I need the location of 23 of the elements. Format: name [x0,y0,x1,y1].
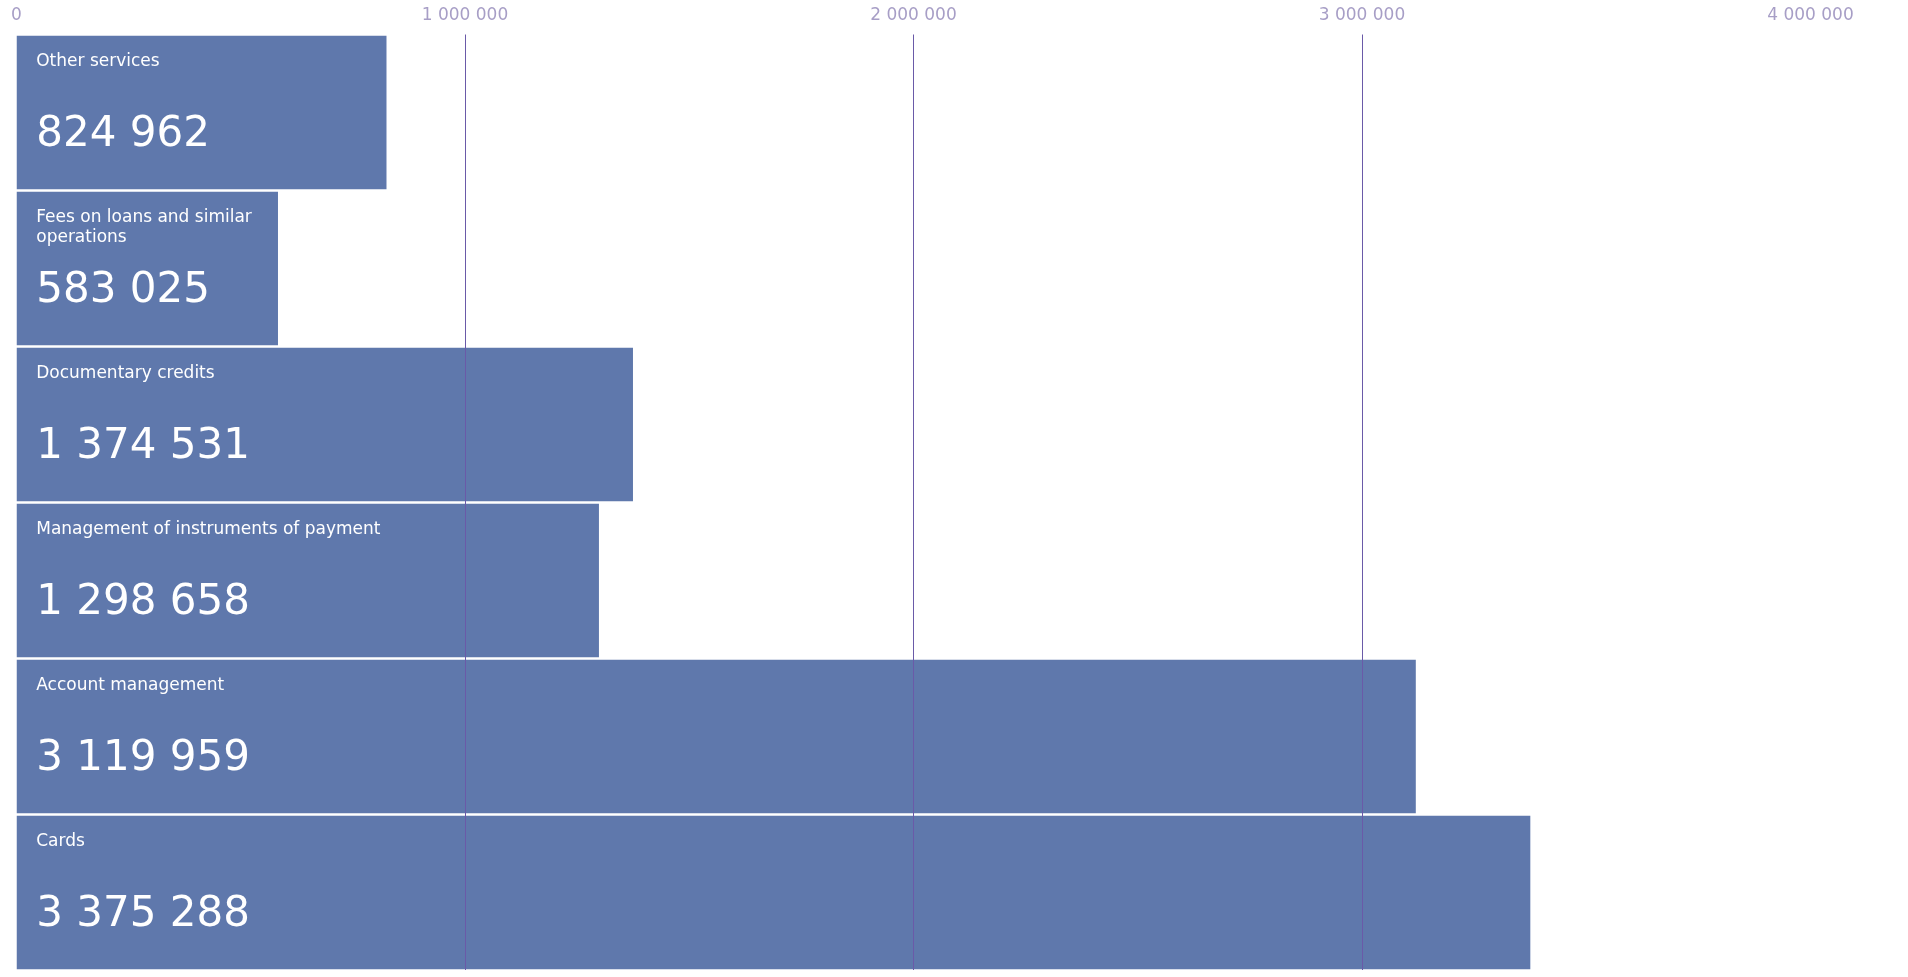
x-tick-label: 2 000 000 [870,3,957,24]
y-tick-label: Documentary credits [36,362,215,383]
y-tick-label: Account management [36,674,225,695]
data-label: 1 298 658 [36,574,250,624]
bar [16,35,387,190]
x-tick-label: 0 [11,3,22,24]
data-label: 3 119 959 [36,730,250,780]
bar [16,191,278,346]
bar [16,815,1531,970]
x-tick-label: 4 000 000 [1767,3,1854,24]
bar [16,659,1416,814]
data-label: 1 374 531 [36,418,250,468]
bar [16,347,633,502]
x-tick-label: 3 000 000 [1318,3,1406,24]
data-label: 583 025 [36,262,210,312]
y-tick-label: Cards [36,830,85,851]
data-label: 824 962 [36,106,210,156]
x-tick-label: 1 000 000 [421,3,509,24]
data-label: 3 375 288 [36,886,250,936]
y-tick-label: Fees on loans and similar operations [36,206,252,247]
y-tick-label: Management of instruments of payment [36,518,381,539]
y-tick-label: Other services [36,50,160,71]
bar [16,503,599,658]
